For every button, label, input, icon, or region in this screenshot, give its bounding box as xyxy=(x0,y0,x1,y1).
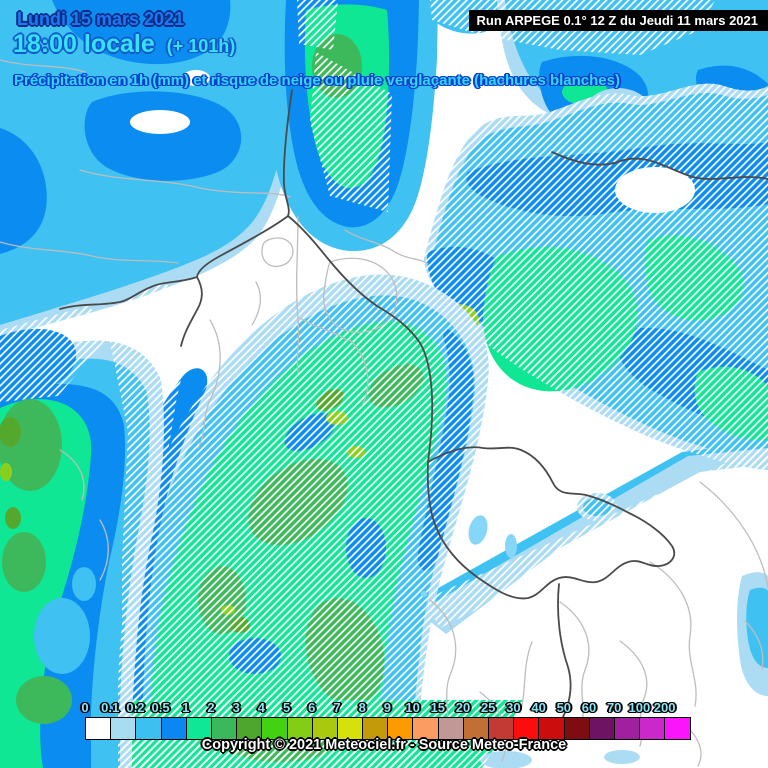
legend-tick-label: 3 xyxy=(232,700,240,715)
time-row: 18:00 locale (+ 101h) xyxy=(13,30,235,59)
legend-tick-label: 0.5 xyxy=(151,700,170,715)
legend-tick-label: 4 xyxy=(257,700,266,715)
legend-tick-label: 30 xyxy=(506,700,521,715)
copyright-label: Copyright © 2021 Meteociel.fr - Source M… xyxy=(201,737,567,753)
legend-tick-label: 60 xyxy=(581,700,597,715)
legend-tick-label: 200 xyxy=(653,700,676,715)
legend-tick-label: 9 xyxy=(383,700,392,715)
legend-tick-label: 0 xyxy=(81,700,89,715)
legend-tick-label: 1 xyxy=(182,700,190,715)
map-subtitle: Précipitation en 1h (mm) et risque de ne… xyxy=(14,72,620,89)
legend-tick-label: 7 xyxy=(333,700,341,715)
legend-tick-label: 0.2 xyxy=(126,700,145,715)
legend-tick-label: 40 xyxy=(531,700,546,715)
legend-tick-label: 70 xyxy=(606,700,622,715)
local-time-label: 18:00 locale xyxy=(13,30,155,58)
legend-tick-label: 5 xyxy=(282,700,291,715)
lakes-layer xyxy=(421,515,517,597)
legend-tick-label: 50 xyxy=(556,700,572,715)
country-borders xyxy=(59,89,768,722)
forecast-offset-label: (+ 101h) xyxy=(166,36,236,56)
legend-labels: 0 0.1 0.2 0.5 1 2 3 4 5 6 7 8 9 10 15 20 25 30 40 50 60 70 100… xyxy=(81,700,705,716)
legend-tick-label: 6 xyxy=(308,700,316,715)
legend-tick-label: 15 xyxy=(430,700,446,715)
legend-tick-label: 8 xyxy=(358,700,366,715)
legend-tick-label: 25 xyxy=(480,700,496,715)
model-run-info: Run ARPEGE 0.1° 12 Z du Jeudi 11 mars 20… xyxy=(468,10,768,31)
legend-tick-label: 2 xyxy=(207,700,215,715)
date-label: Lundi 15 mars 2021 xyxy=(17,9,185,29)
legend-scale xyxy=(85,717,691,740)
legend-tick-label: 100 xyxy=(628,700,651,715)
legend-tick-label: 20 xyxy=(455,700,471,715)
legend-tick-label: 10 xyxy=(405,700,420,715)
legend-tick-label: 0.1 xyxy=(101,700,120,715)
legend-color-cell xyxy=(664,717,691,740)
